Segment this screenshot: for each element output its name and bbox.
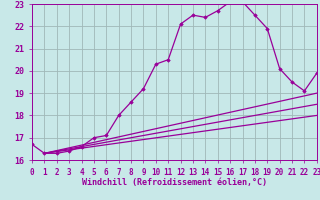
X-axis label: Windchill (Refroidissement éolien,°C): Windchill (Refroidissement éolien,°C) bbox=[82, 178, 267, 187]
